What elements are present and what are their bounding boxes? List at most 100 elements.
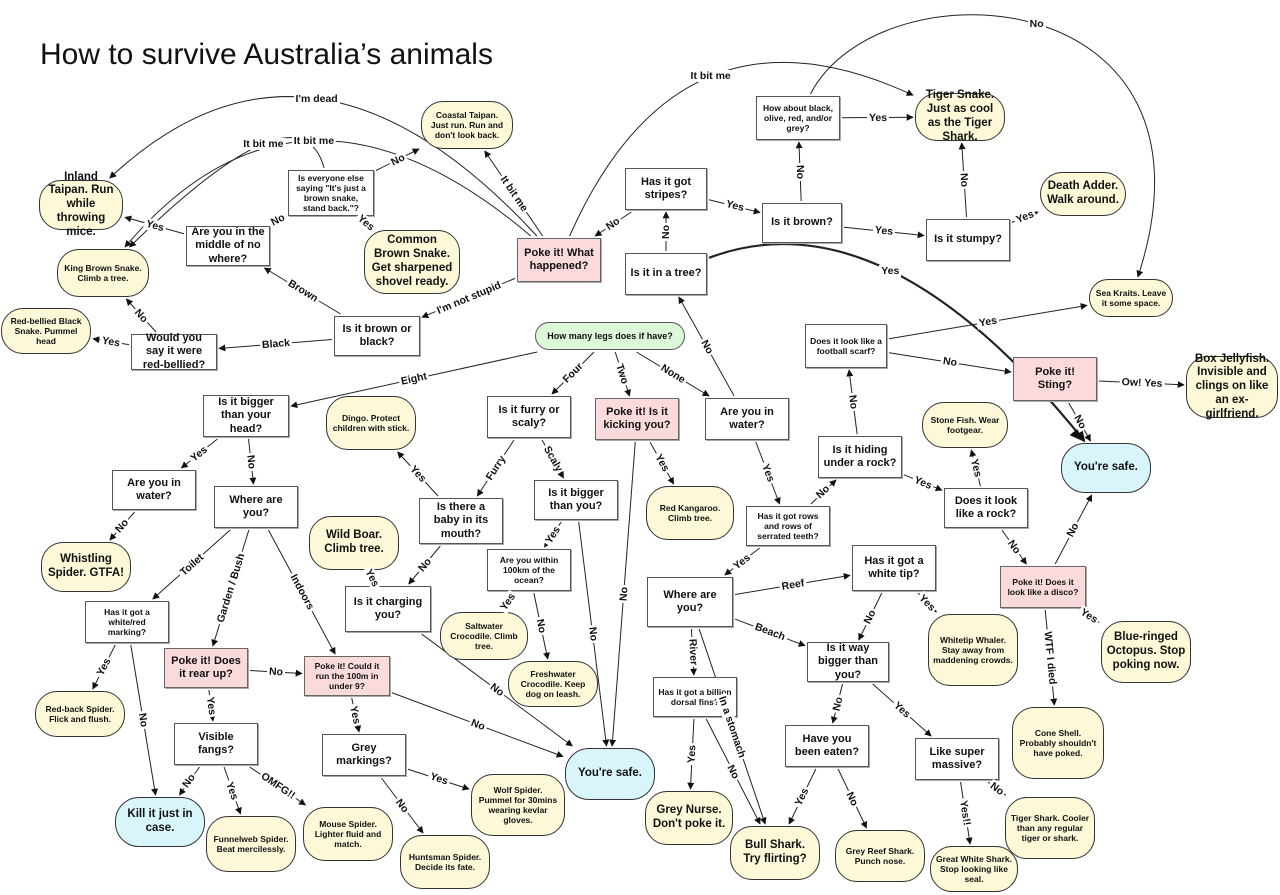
node-text: Does it look like a rock? [954, 494, 1018, 520]
node-text: Bull Shark. Try flirting? [743, 839, 807, 865]
node-text: Dingo. Protect children with stick. [332, 412, 410, 433]
node-text: Coastal Taipan. Just run. Run and don't … [430, 109, 504, 141]
edge-label: It bit me [291, 134, 337, 147]
answer-node-kangaroo: Red Kangaroo. Climb tree. [646, 486, 734, 540]
node-text: Saltwater Crocodile. Climb tree. [450, 620, 518, 652]
question-node-teeth: Has it got rows and rows of serrated tee… [746, 506, 830, 546]
node-text: Has it got stripes? [640, 175, 692, 201]
node-text: Would you say it were red-bellied? [142, 332, 206, 371]
node-text: Are you in water? [127, 476, 181, 502]
answer-node-commonbrown: Common Brown Snake. Get sharpened shovel… [364, 230, 460, 294]
start-node-legs: How many legs does if have? [535, 322, 685, 350]
node-text: Are you within 100km of the ocean? [499, 554, 559, 586]
question-node-baby: Is there a baby in its mouth? [419, 498, 503, 544]
answer-node-greatwhite: Great White Shark. Stop looking like sea… [930, 846, 1018, 892]
answer-node-stonefish: Stone Fish. Wear footgear. [922, 402, 1008, 448]
edge-label: No [585, 624, 600, 644]
answer-node-safecenter: You're safe. [565, 748, 655, 800]
edge-label: Yes [685, 742, 699, 766]
edge-label: River [685, 636, 700, 668]
answer-node-rbblack: Red-bellied Black Snake. Pummel head [1, 308, 91, 354]
answer-node-boxjelly: Box Jellyfish. Invisible and clings on l… [1186, 353, 1278, 420]
edge-label: It bit me [241, 137, 286, 150]
node-text: Where are you? [229, 493, 283, 519]
node-text: Is it in a tree? [630, 267, 702, 280]
question-node-bighead: Is it bigger than your head? [203, 395, 289, 437]
question-node-watermid: Are you in water? [705, 398, 789, 440]
question-node-eaten: Have you been eaten? [785, 725, 869, 767]
answer-node-seakraits: Sea Kraits. Leave it some space. [1089, 279, 1173, 317]
node-text: Is there a baby in its mouth? [433, 501, 489, 540]
node-text: Kill it just in case. [127, 808, 193, 834]
node-text: Poke it! What happened? [524, 246, 594, 272]
node-text: You're safe. [578, 767, 642, 780]
edge-label: No [957, 170, 971, 190]
node-text: Poke it! Is it kicking you? [603, 405, 671, 431]
answer-node-mouse: Mouse Spider. Lighter fluid and match. [303, 807, 393, 861]
answer-node-greyreef: Grey Reef Shark. Punch nose. [835, 830, 925, 882]
node-text: Is it brown? [771, 216, 833, 229]
question-node-stripes: Has it got stripes? [625, 168, 707, 210]
answer-node-freshwater: Freshwater Crocodile. Keep dog on leash. [508, 661, 598, 707]
poke-node-disco: Poke it! Does it look like a disco? [1000, 566, 1086, 608]
question-node-brownblack: Is it brown or black? [334, 316, 420, 356]
node-text: Poke it! Could it run the 100m in under … [314, 660, 380, 692]
node-text: Where are you? [663, 588, 717, 614]
node-text: Sea Kraits. Leave it some space. [1095, 287, 1167, 308]
answer-node-blueringed: Blue-ringed Octopus. Stop poking now. [1101, 621, 1191, 683]
node-text: Red-back Spider. Flick and flush. [45, 703, 115, 724]
poke-node-kicking: Poke it! Is it kicking you? [595, 398, 679, 440]
edge-label: No [660, 222, 672, 241]
question-node-within: Are you within 100km of the ocean? [487, 549, 571, 591]
node-text: Has it got a billion dorsal fins? [658, 686, 732, 707]
question-node-seawhere: Where are you? [647, 577, 733, 627]
answer-node-kingbrown: King Brown Snake. Climb a tree. [57, 249, 149, 297]
node-text: Like super massive? [929, 745, 985, 771]
node-text: Mouse Spider. Lighter fluid and match. [314, 818, 382, 850]
node-text: Have you been eaten? [794, 732, 860, 758]
edge-label: It bit me [688, 70, 733, 83]
question-node-rock: Does it look like a rock? [944, 488, 1028, 528]
node-text: How many legs does if have? [547, 330, 673, 341]
question-node-charging: Is it charging you? [345, 586, 431, 632]
question-node-grey: Grey markings? [322, 734, 406, 776]
question-node-middle: Are you in the middle of no where? [186, 226, 270, 266]
node-text: Whistling Spider. GTFA! [47, 553, 125, 579]
node-text: Inland Taipan. Run while throwing mice. [48, 170, 114, 238]
node-text: Visible fangs? [197, 730, 235, 756]
node-text: Are you in water? [720, 405, 774, 431]
answer-node-wolf: Wolf Spider. Pummel for 30mins wearing k… [471, 774, 565, 836]
node-text: Tiger Snake. Just as cool as the Tiger S… [925, 89, 995, 143]
answer-node-redback: Red-back Spider. Flick and flush. [35, 691, 125, 737]
node-text: Tiger Shark. Cooler than any regular tig… [1010, 812, 1090, 844]
node-text: Grey markings? [336, 741, 392, 767]
answer-node-whistling: Whistling Spider. GTFA! [41, 542, 131, 592]
node-text: Has it got a white tip? [864, 554, 924, 580]
answer-node-funnelweb: Funnelweb Spider. Beat mercilessly. [206, 816, 296, 872]
answer-node-saltwater: Saltwater Crocodile. Climb tree. [440, 612, 528, 660]
node-text: Freshwater Crocodile. Keep dog on leash. [520, 668, 586, 700]
edge-label: I'm dead [293, 92, 340, 105]
question-node-waybigger: Is it way bigger than you? [807, 642, 889, 682]
question-node-whereland: Where are you? [214, 486, 298, 528]
edge-label: No [617, 584, 631, 604]
node-text: You're safe. [1074, 461, 1138, 474]
node-text: Has it got rows and rows of serrated tee… [757, 510, 819, 542]
node-text: Cone Shell. Probably shouldn't have poke… [1019, 727, 1097, 759]
node-text: Poke it! Does it look like a disco? [1007, 576, 1079, 597]
question-node-massive: Like super massive? [915, 738, 999, 780]
question-node-whitetip: Has it got a white tip? [852, 545, 936, 591]
node-text: Is it bigger than you? [548, 486, 604, 512]
node-text: Great White Shark. Stop looking like sea… [935, 853, 1013, 885]
node-text: Poke it! Sting? [1035, 365, 1075, 391]
answer-node-huntsman: Huntsman Spider. Decide its fate. [400, 835, 490, 889]
answer-node-kill: Kill it just in case. [115, 797, 205, 847]
poke-node-run100: Poke it! Could it run the 100m in under … [304, 656, 390, 696]
node-text: Poke it! Does it rear up? [171, 654, 241, 680]
edge-label: No [845, 392, 861, 412]
edge-label: Black [259, 336, 292, 352]
question-node-scarf: Does it look like a football scarf? [805, 324, 887, 368]
node-text: Has it got a white/red marking? [104, 606, 150, 638]
node-text: Red-bellied Black Snake. Pummel head [10, 315, 82, 347]
answer-node-deathadder: Death Adder. Walk around. [1040, 172, 1126, 216]
